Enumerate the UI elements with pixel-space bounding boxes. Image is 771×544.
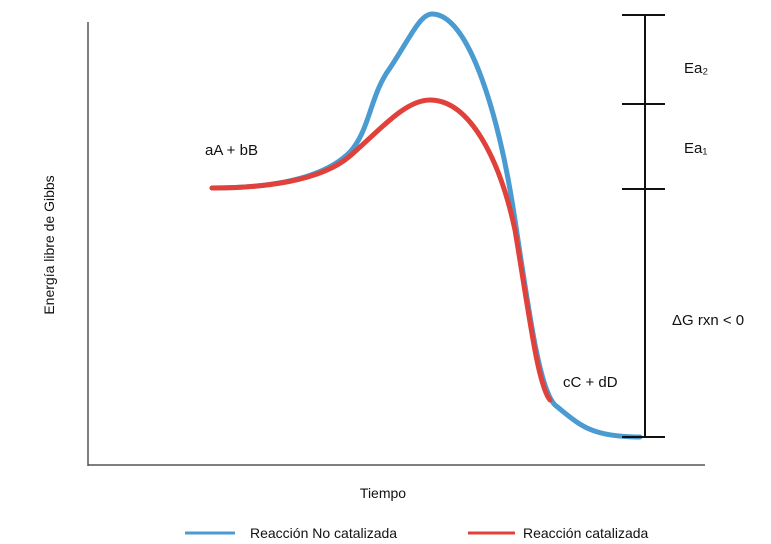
ea1-label: Ea₁ bbox=[684, 140, 707, 157]
reactants-label: aA + bB bbox=[205, 142, 258, 159]
y-axis-label: Energía libre de Gibbs bbox=[41, 175, 57, 314]
delta-g-label: ΔG rxn < 0 bbox=[672, 312, 744, 329]
legend-label: Reacción No catalizada bbox=[250, 525, 397, 541]
products-label: cC + dD bbox=[563, 374, 618, 391]
catalyzed-curve bbox=[209, 97, 553, 403]
legend-label: Reacción catalizada bbox=[523, 525, 649, 541]
ea2-label: Ea₂ bbox=[684, 60, 708, 77]
energy-scale bbox=[622, 14, 665, 438]
x-axis-label: Tiempo bbox=[360, 485, 406, 501]
